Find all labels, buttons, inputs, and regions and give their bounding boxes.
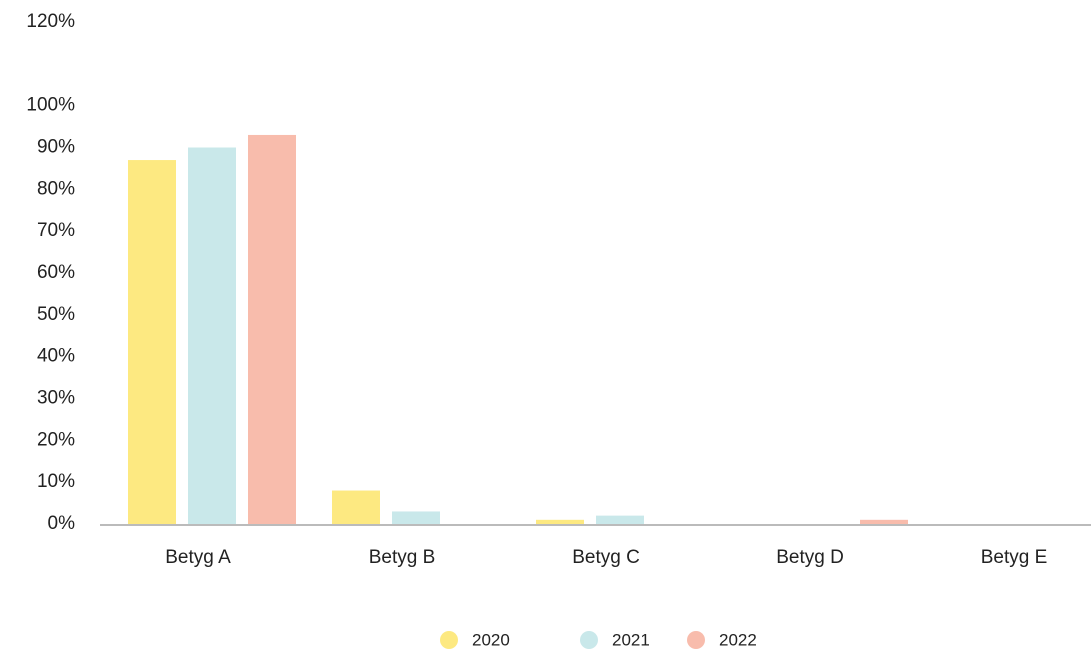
legend-label: 2020 bbox=[472, 630, 510, 649]
y-tick-label: 10% bbox=[37, 471, 75, 492]
x-tick-label: Betyg A bbox=[165, 547, 231, 568]
x-tick-label: Betyg E bbox=[981, 547, 1048, 568]
bar bbox=[536, 519, 584, 524]
y-tick-label: 100% bbox=[26, 95, 75, 116]
y-tick-label: 70% bbox=[37, 220, 75, 241]
y-tick-label: 60% bbox=[37, 262, 75, 283]
legend-label: 2021 bbox=[612, 630, 650, 649]
legend-label: 2022 bbox=[719, 630, 757, 649]
y-tick-label: 0% bbox=[48, 513, 76, 534]
y-tick-label: 50% bbox=[37, 304, 75, 325]
y-tick-label: 30% bbox=[37, 388, 75, 409]
bar bbox=[188, 147, 236, 524]
x-tick-label: Betyg C bbox=[572, 547, 640, 568]
bar bbox=[596, 515, 644, 524]
bar bbox=[248, 134, 296, 524]
legend-swatch bbox=[687, 631, 705, 649]
bar bbox=[128, 160, 176, 525]
y-tick-label: 40% bbox=[37, 346, 75, 367]
x-tick-label: Betyg B bbox=[369, 547, 436, 568]
y-tick-label: 120% bbox=[26, 11, 75, 32]
bar bbox=[332, 490, 380, 524]
legend-swatch bbox=[440, 631, 458, 649]
y-tick-label: 90% bbox=[37, 137, 75, 158]
legend-swatch bbox=[580, 631, 598, 649]
y-tick-label: 20% bbox=[37, 429, 75, 450]
x-tick-label: Betyg D bbox=[776, 547, 844, 568]
y-tick-label: 80% bbox=[37, 178, 75, 199]
bar bbox=[860, 519, 908, 524]
bar bbox=[392, 511, 440, 524]
